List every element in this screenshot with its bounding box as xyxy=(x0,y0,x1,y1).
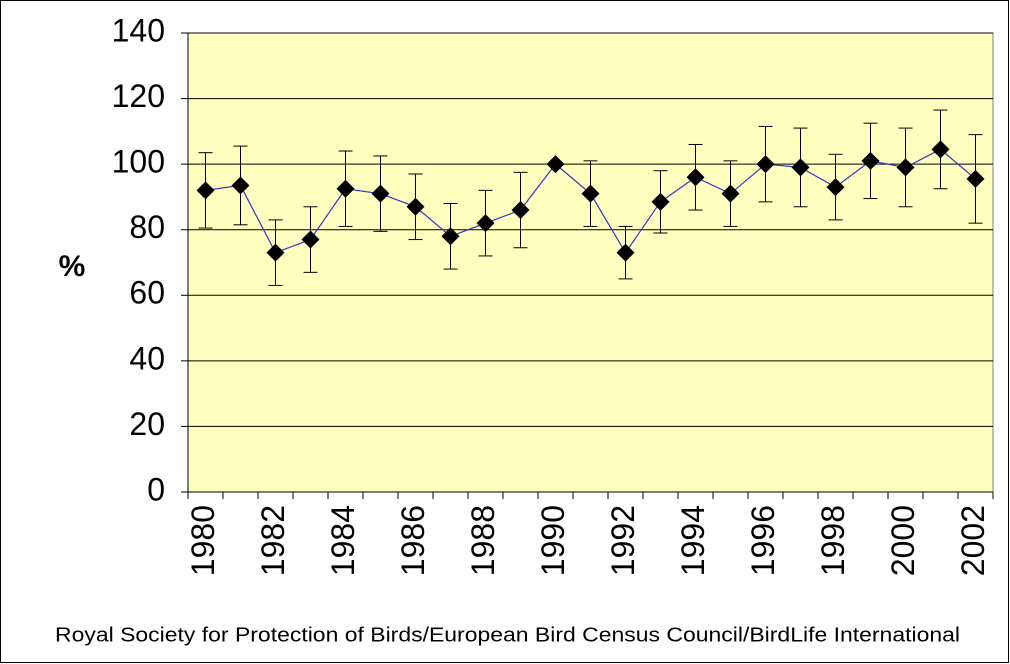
y-tick-label: 120 xyxy=(112,78,165,114)
marker xyxy=(826,178,845,197)
plot-area xyxy=(187,32,994,493)
x-tick-label: 1980 xyxy=(185,505,221,576)
x-tick-label: 1992 xyxy=(605,505,641,576)
y-tick-label: 0 xyxy=(147,471,165,507)
marker xyxy=(406,197,425,216)
y-tick-label: 100 xyxy=(112,144,165,180)
marker xyxy=(966,169,985,188)
marker xyxy=(336,179,355,198)
marker xyxy=(721,184,740,203)
marker xyxy=(196,181,215,200)
marker xyxy=(616,243,635,262)
marker xyxy=(861,151,880,170)
y-tick-label: 80 xyxy=(129,209,165,245)
marker xyxy=(581,184,600,203)
x-tick-label: 1990 xyxy=(535,505,571,576)
marker xyxy=(266,243,285,262)
y-tick-label: 60 xyxy=(129,275,165,311)
marker xyxy=(511,201,530,220)
y-tick-label: 140 xyxy=(112,12,165,48)
marker xyxy=(301,230,320,249)
x-tick-label: 1996 xyxy=(745,505,781,576)
marker xyxy=(931,140,950,159)
x-tick-label: 2002 xyxy=(955,505,991,576)
marker xyxy=(476,214,495,233)
marker xyxy=(756,155,775,174)
y-axis-label: % xyxy=(59,250,86,283)
marker xyxy=(896,158,915,177)
x-tick-label: 1988 xyxy=(465,505,501,576)
x-tick-label: 1986 xyxy=(395,505,431,576)
x-tick-label: 1982 xyxy=(255,505,291,576)
marker xyxy=(441,227,460,246)
marker xyxy=(791,158,810,177)
marker xyxy=(546,155,565,174)
marker xyxy=(371,184,390,203)
x-tick-label: 1984 xyxy=(325,505,361,576)
marker xyxy=(651,192,670,211)
y-tick-label: 20 xyxy=(129,406,165,442)
x-tick-label: 1994 xyxy=(675,505,711,576)
marker xyxy=(231,176,250,195)
y-tick-label: 40 xyxy=(129,340,165,376)
marker xyxy=(686,168,705,187)
x-tick-label: 1998 xyxy=(815,505,851,576)
source: Royal Society for Protection of Birds/Eu… xyxy=(55,624,960,646)
x-tick-label: 2000 xyxy=(885,505,921,576)
